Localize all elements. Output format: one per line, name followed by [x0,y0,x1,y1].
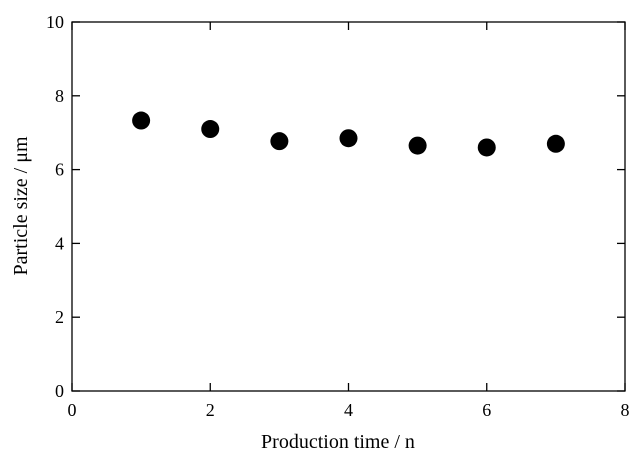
data-points [132,111,565,157]
y-tick-label: 2 [55,307,64,327]
x-tick-label: 2 [206,400,215,420]
plot-frame [71,21,626,392]
y-tick-label: 6 [55,160,64,180]
y-tick-label: 10 [46,12,64,32]
data-point [408,136,427,155]
x-tick-label: 6 [482,400,491,420]
data-point [201,120,220,139]
y-axis-label: Particle size / μm [10,136,32,275]
data-point [546,134,565,153]
y-tick-label: 8 [55,86,64,106]
x-tick-label: 8 [621,400,630,420]
x-tick-label: 0 [68,400,77,420]
data-point [270,132,289,151]
axis-ticks [71,21,626,392]
data-point [477,138,496,157]
y-tick-label: 4 [55,233,64,253]
y-tick-label: 0 [55,381,64,401]
data-point [339,129,358,148]
x-tick-label: 4 [344,400,353,420]
x-axis-label: Production time / n [261,431,415,453]
axis-tick-labels: 0 2 4 6 8 0 2 4 6 8 10 [46,12,630,420]
data-point [132,111,151,130]
